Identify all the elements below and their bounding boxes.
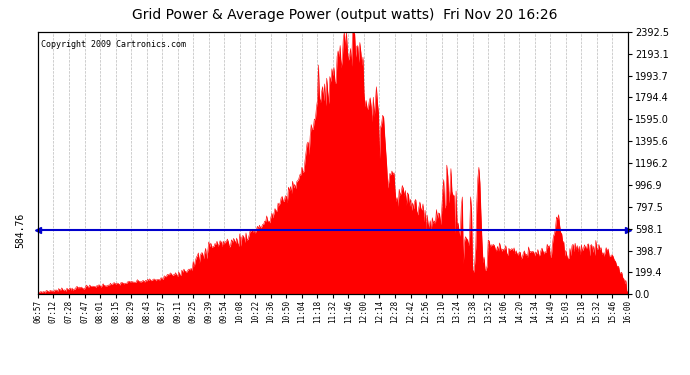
Text: Copyright 2009 Cartronics.com: Copyright 2009 Cartronics.com — [41, 40, 186, 49]
Text: 584.76: 584.76 — [16, 213, 26, 248]
Text: Grid Power & Average Power (output watts)  Fri Nov 20 16:26: Grid Power & Average Power (output watts… — [132, 8, 558, 21]
